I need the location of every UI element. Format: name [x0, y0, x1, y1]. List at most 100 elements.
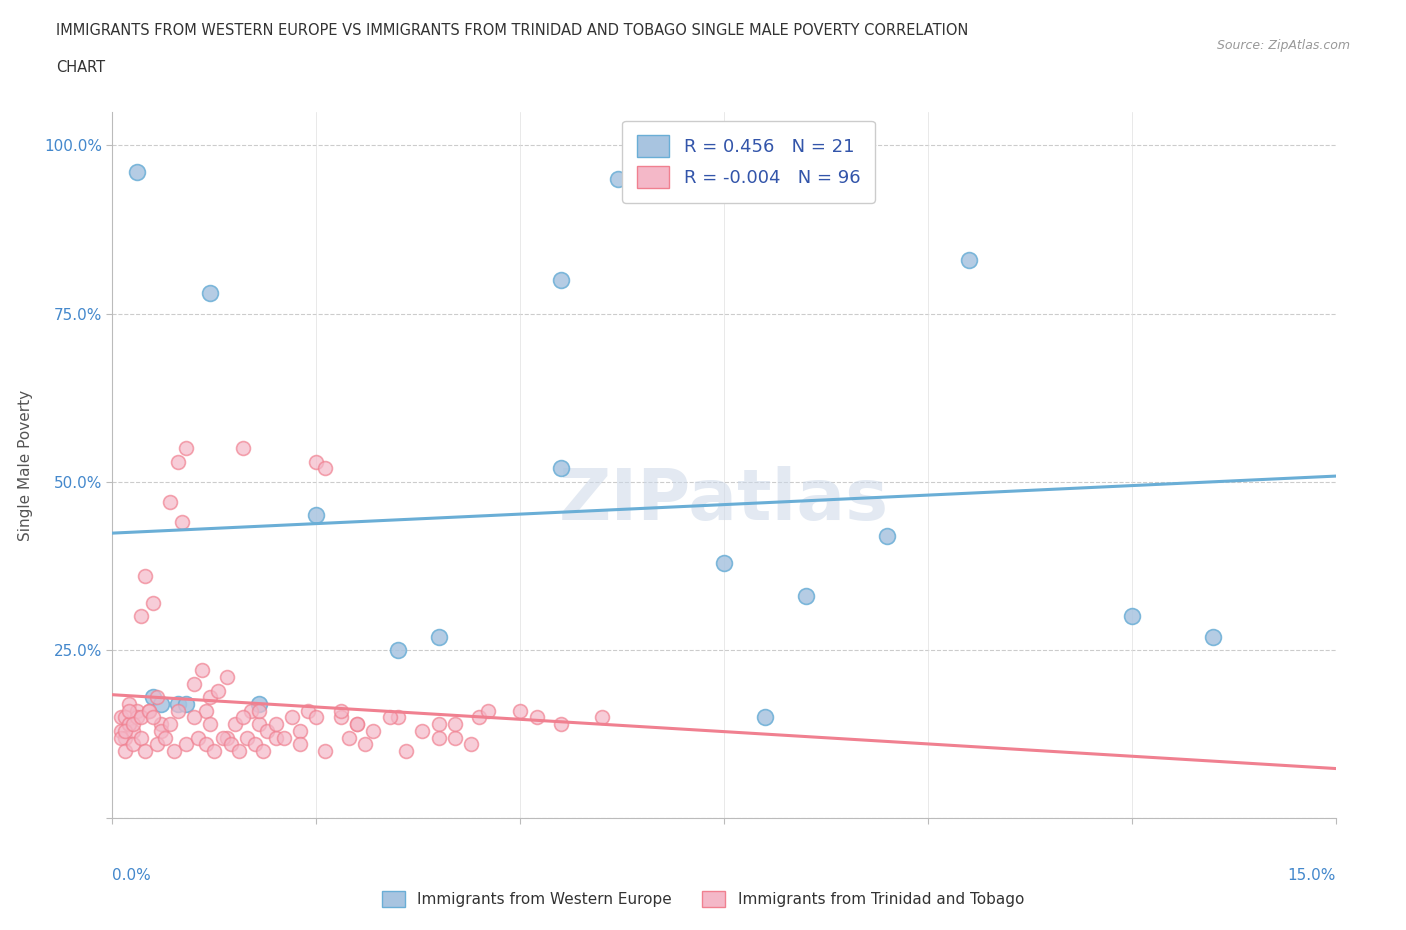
Point	[195, 703, 218, 718]
Legend: R = 0.456   N = 21, R = -0.004   N = 96: R = 0.456 N = 21, R = -0.004 N = 96	[623, 121, 875, 203]
Y-axis label: Single Male Poverty: Single Male Poverty	[18, 390, 32, 540]
Point	[159, 717, 181, 732]
Point	[114, 730, 136, 745]
Point	[236, 730, 259, 745]
Point	[110, 710, 132, 724]
Point	[444, 717, 467, 732]
Point	[129, 710, 152, 724]
Text: ZIPatlas: ZIPatlas	[560, 466, 889, 535]
Point	[305, 508, 328, 523]
Point	[224, 717, 246, 732]
Point	[957, 252, 980, 267]
Point	[118, 697, 141, 711]
Point	[114, 724, 136, 738]
Point	[509, 703, 531, 718]
Point	[378, 710, 401, 724]
Point	[281, 710, 304, 724]
Point	[411, 724, 433, 738]
Point	[427, 717, 450, 732]
Point	[118, 717, 141, 732]
Point	[215, 670, 238, 684]
Point	[183, 710, 205, 724]
Point	[297, 703, 319, 718]
Point	[591, 710, 613, 724]
Point	[713, 555, 735, 570]
Point	[195, 737, 218, 751]
Point	[138, 703, 160, 718]
Point	[550, 717, 572, 732]
Point	[142, 595, 165, 610]
Point	[288, 724, 311, 738]
Point	[395, 744, 418, 759]
Point	[125, 703, 148, 718]
Point	[183, 676, 205, 691]
Point	[118, 703, 141, 718]
Point	[346, 717, 368, 732]
Point	[264, 717, 287, 732]
Point	[264, 730, 287, 745]
Point	[191, 663, 214, 678]
Point	[207, 683, 229, 698]
Point	[273, 730, 295, 745]
Point	[387, 710, 409, 724]
Point	[125, 710, 148, 724]
Point	[200, 286, 222, 300]
Point	[174, 441, 197, 456]
Point	[159, 495, 181, 510]
Point	[387, 643, 409, 658]
Point	[110, 724, 132, 738]
Point	[550, 272, 572, 287]
Point	[477, 703, 499, 718]
Text: Source: ZipAtlas.com: Source: ZipAtlas.com	[1216, 39, 1350, 52]
Point	[142, 710, 165, 724]
Point	[134, 744, 156, 759]
Point	[142, 690, 165, 705]
Point	[247, 697, 270, 711]
Point	[110, 730, 132, 745]
Point	[305, 454, 328, 469]
Point	[114, 744, 136, 759]
Point	[876, 528, 898, 543]
Point	[125, 165, 148, 179]
Point	[200, 690, 222, 705]
Point	[460, 737, 482, 751]
Point	[329, 703, 352, 718]
Point	[114, 710, 136, 724]
Point	[256, 724, 278, 738]
Point	[129, 730, 152, 745]
Point	[794, 589, 817, 604]
Point	[444, 730, 467, 745]
Point	[155, 730, 177, 745]
Point	[427, 630, 450, 644]
Point	[146, 737, 169, 751]
Point	[174, 737, 197, 751]
Point	[232, 441, 254, 456]
Point	[1202, 630, 1225, 644]
Point	[204, 744, 226, 759]
Point	[187, 730, 209, 745]
Point	[219, 737, 242, 751]
Text: IMMIGRANTS FROM WESTERN EUROPE VS IMMIGRANTS FROM TRINIDAD AND TOBAGO SINGLE MAL: IMMIGRANTS FROM WESTERN EUROPE VS IMMIGR…	[56, 23, 969, 38]
Point	[215, 730, 238, 745]
Point	[346, 717, 368, 732]
Point	[314, 744, 336, 759]
Point	[150, 724, 173, 738]
Point	[166, 697, 188, 711]
Point	[1121, 609, 1143, 624]
Point	[118, 717, 141, 732]
Legend: Immigrants from Western Europe, Immigrants from Trinidad and Tobago: Immigrants from Western Europe, Immigran…	[375, 884, 1031, 913]
Point	[550, 461, 572, 476]
Point	[166, 703, 188, 718]
Text: 15.0%: 15.0%	[1288, 868, 1336, 883]
Point	[170, 515, 193, 530]
Point	[211, 730, 233, 745]
Text: CHART: CHART	[56, 60, 105, 75]
Point	[305, 710, 328, 724]
Point	[247, 703, 270, 718]
Point	[138, 703, 160, 718]
Point	[150, 717, 173, 732]
Point	[754, 710, 776, 724]
Point	[122, 724, 145, 738]
Point	[468, 710, 491, 724]
Point	[228, 744, 250, 759]
